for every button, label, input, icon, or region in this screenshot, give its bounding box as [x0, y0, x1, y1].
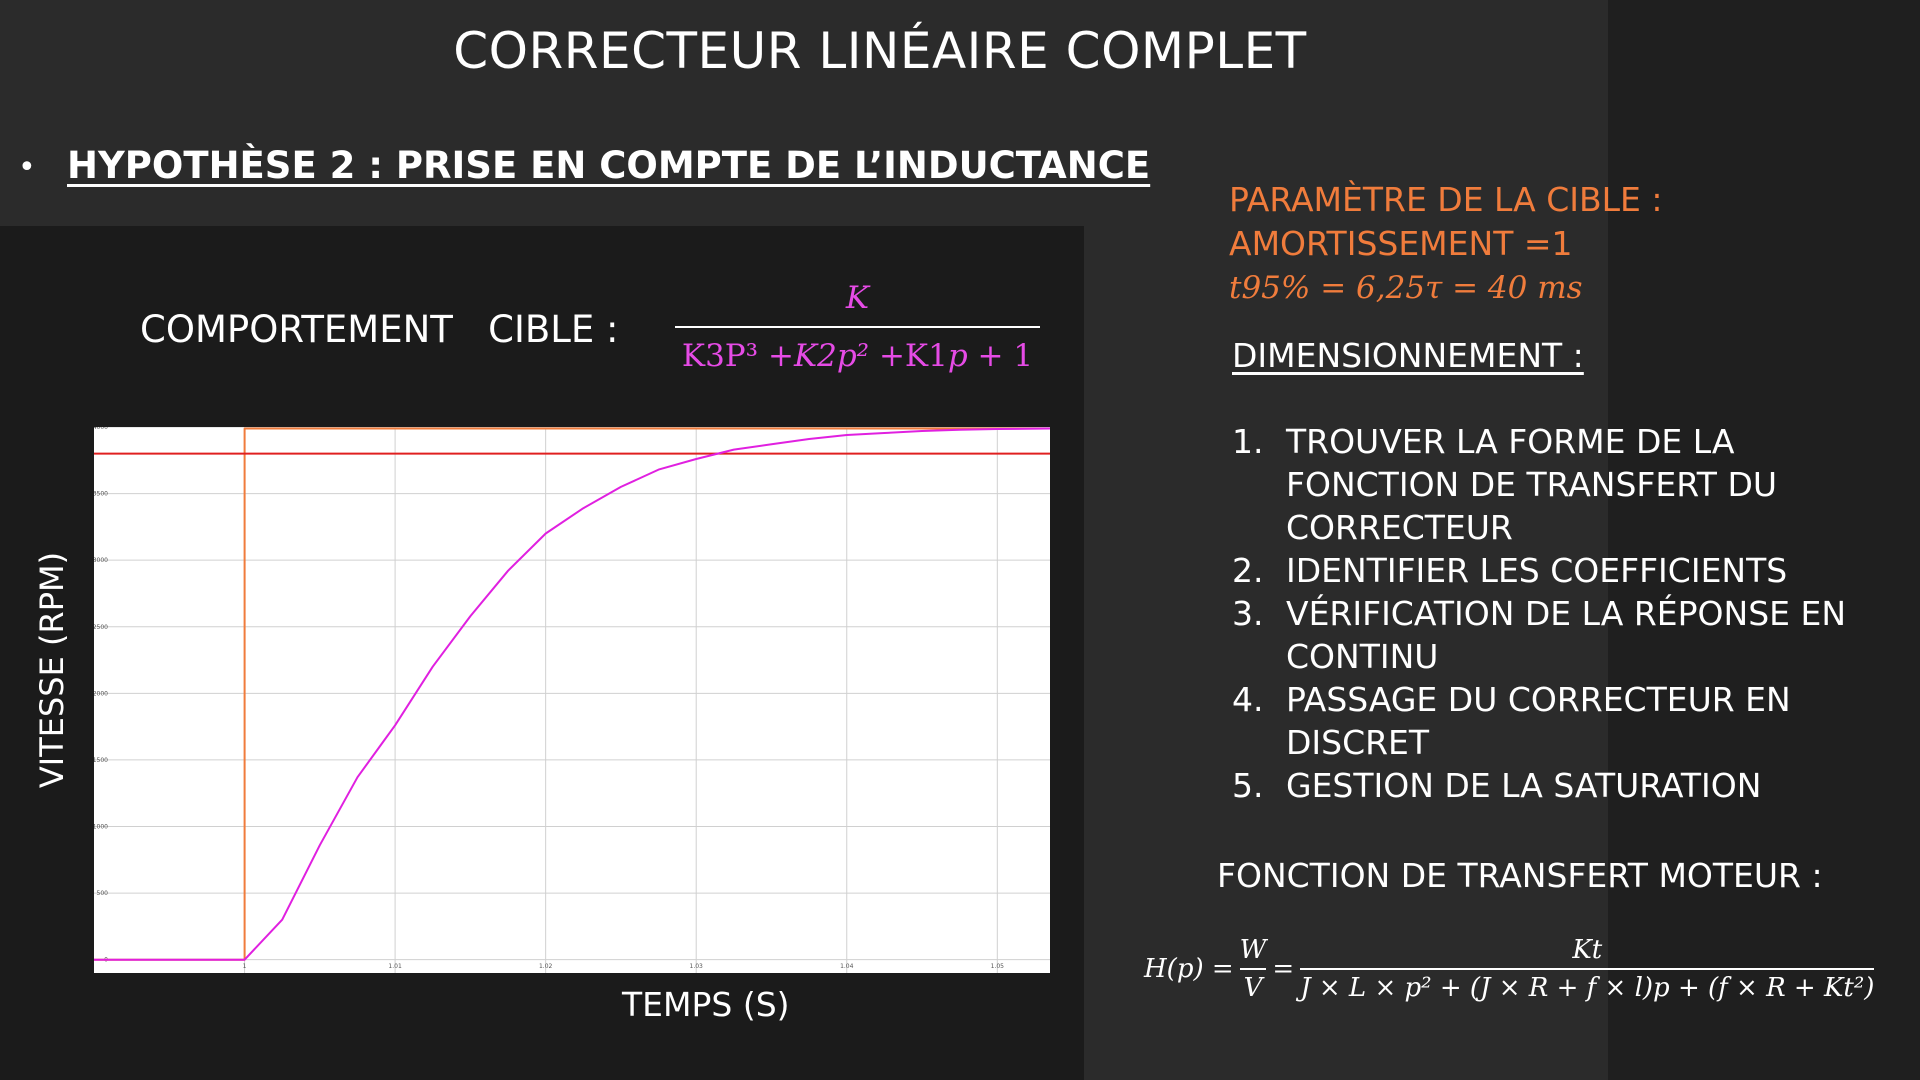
- step-number: 2.: [1232, 551, 1264, 590]
- den-k3: K3P³: [681, 338, 759, 374]
- fraction-bar: [1239, 968, 1267, 970]
- dimensioning-step: 4. PASSAGE DU CORRECTEUR EN DISCRET: [1232, 678, 1872, 764]
- y-tick-label: 1500: [94, 757, 108, 764]
- y-axis-label: VITESSE (RPM): [33, 551, 71, 789]
- motor-tf-numerator: Kt: [1572, 935, 1603, 965]
- y-tick-label: 3500: [94, 491, 108, 498]
- target-tf-denominator: K3P³ +K2p² +K1p + 1: [675, 338, 1040, 374]
- params-t95: t95% = 6,25τ = 40 ms: [1229, 270, 1583, 306]
- motor-transfer-function: H(p) = W V = Kt J × L × p² + (J × R + f …: [1144, 935, 1880, 1003]
- params-heading: PARAMÈTRE DE LA CIBLE :: [1229, 180, 1663, 219]
- target-tf-numerator: K: [845, 280, 870, 316]
- text-panel-background: [1084, 226, 1608, 1080]
- motor-tf-fraction: Kt J × L × p² + (J × R + f × l)p + (f × …: [1300, 935, 1875, 1003]
- plot-area: [94, 427, 1050, 973]
- step-text: TROUVER LA FORME DE LA FONCTION DE TRANS…: [1286, 422, 1778, 547]
- den-p: p: [947, 338, 968, 374]
- x-tick-label: 1.03: [690, 963, 704, 970]
- w-over-v: W V: [1239, 935, 1267, 1003]
- step-number: 1.: [1232, 422, 1264, 461]
- fraction-bar: [675, 326, 1040, 328]
- y-tick-label: 500: [97, 890, 109, 897]
- y-tick-label: 4000: [94, 427, 108, 431]
- x-tick-label: 1.02: [539, 963, 553, 970]
- x-tick-label: 1.01: [388, 963, 402, 970]
- x-axis-label: TEMPS (S): [622, 985, 790, 1024]
- dimensioning-step: 1. TROUVER LA FORME DE LA FONCTION DE TRA…: [1232, 420, 1872, 549]
- y-tick-label: 2000: [94, 690, 108, 697]
- motor-tf-label: FONCTION DE TRANSFERT MOTEUR :: [1217, 856, 1823, 895]
- den-plus: +: [758, 338, 794, 374]
- header-background: [0, 0, 1608, 226]
- w-symbol: W: [1239, 935, 1267, 965]
- right-strip-background: [1608, 0, 1920, 1080]
- dimensioning-heading: DIMENSIONNEMENT :: [1232, 336, 1584, 375]
- step-number: 4.: [1232, 680, 1264, 719]
- step-text: PASSAGE DU CORRECTEUR EN DISCRET: [1286, 680, 1791, 762]
- step-text: IDENTIFIER LES COEFFICIENTS: [1286, 551, 1788, 590]
- dimensioning-step: 2. IDENTIFIER LES COEFFICIENTS: [1232, 549, 1872, 592]
- x-tick-label: 1.04: [840, 963, 854, 970]
- x-tick-label: 1.05: [991, 963, 1005, 970]
- dimensioning-step: 3. VÉRIFICATION DE LA RÉPONSE EN CONTINU: [1232, 592, 1872, 678]
- den-one: + 1: [967, 338, 1034, 374]
- params-damping: AMORTISSEMENT =1: [1229, 224, 1573, 263]
- den-k2: K2p²: [793, 338, 870, 374]
- step-number: 5.: [1232, 766, 1264, 805]
- hypothesis-heading: HYPOTHÈSE 2 : PRISE EN COMPTE DE L’INDUC…: [67, 144, 1151, 187]
- motor-tf-denominator: J × L × p² + (J × R + f × l)p + (f × R +…: [1300, 973, 1875, 1003]
- y-tick-label: 2500: [94, 624, 108, 631]
- den-k1: +K1: [869, 338, 948, 374]
- target-behavior-label: COMPORTEMENT CIBLE :: [140, 308, 619, 351]
- equals-sign: =: [1272, 954, 1295, 984]
- step-number: 3.: [1232, 594, 1264, 633]
- target-parameters: PARAMÈTRE DE LA CIBLE : AMORTISSEMENT =1…: [1229, 178, 1663, 310]
- slide-title: CORRECTEUR LINÉAIRE COMPLET: [453, 22, 1307, 80]
- bullet-marker: •: [18, 150, 36, 185]
- v-symbol: V: [1243, 973, 1263, 1003]
- y-tick-label: 3000: [94, 557, 108, 564]
- dimensioning-steps: 1. TROUVER LA FORME DE LA FONCTION DE TRA…: [1232, 420, 1872, 807]
- step-text: GESTION DE LA SATURATION: [1286, 766, 1762, 805]
- step-response-chart: 1 1.01 1.02 1.03 1.04 1.05 0 500 1000 1500 2000 250…: [94, 427, 1050, 973]
- fraction-bar: [1300, 968, 1875, 970]
- response-series-line: [94, 427, 1050, 961]
- x-tick-label: 1: [243, 963, 247, 970]
- y-tick-label: 1000: [94, 824, 108, 831]
- motor-tf-lhs: H(p) =: [1144, 954, 1234, 984]
- chart-svg: 1 1.01 1.02 1.03 1.04 1.050500100015002000250…: [94, 427, 1050, 973]
- step-text: VÉRIFICATION DE LA RÉPONSE EN CONTINU: [1286, 594, 1847, 676]
- dimensioning-step: 5. GESTION DE LA SATURATION: [1232, 764, 1872, 807]
- target-transfer-function: K K3P³ +K2p² +K1p + 1: [675, 280, 1040, 374]
